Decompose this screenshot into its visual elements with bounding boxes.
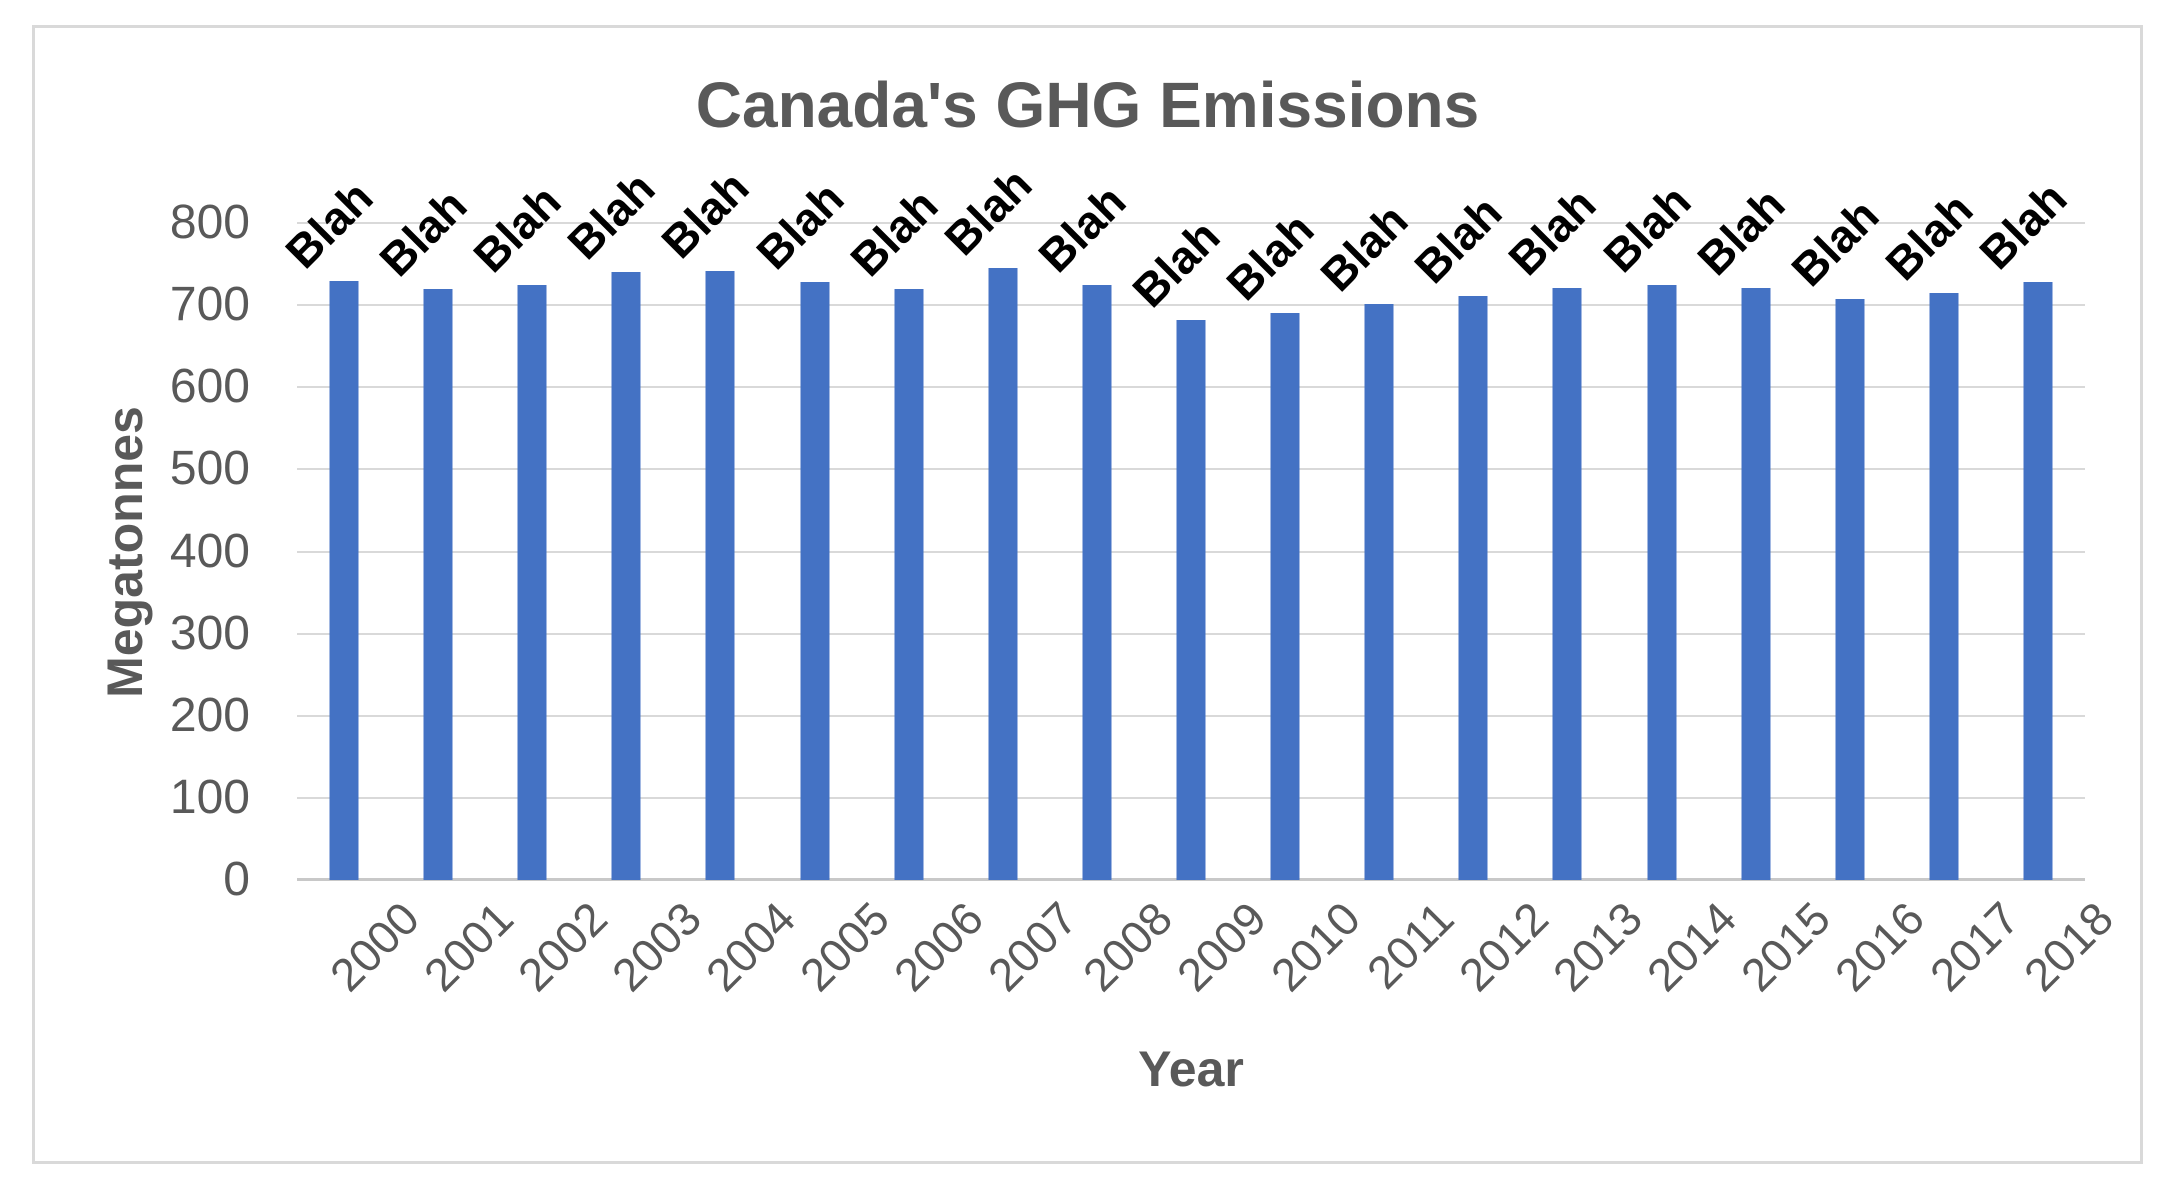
bar [1082,284,1112,880]
bar-slot: Blah 2008 [1028,174,1181,1001]
x-axis-tick-label: 2008 [1072,891,1182,1002]
bar [1552,287,1582,880]
bar [423,288,453,880]
x-axis-tick-label: 2015 [1731,891,1841,1002]
bar-data-label: Blah [651,160,760,268]
bar-slot: Blah 2011 [1311,193,1464,998]
gridline [297,304,2085,307]
plot-area: 0 100 200 300 400 500 600 700 800 Megatonnes Bla… [97,158,2123,1097]
x-axis-tick-label: 2009 [1166,891,1276,1002]
bar-slot: Blah 2003 [558,161,711,1001]
bar [894,288,924,880]
bar-slot: Blah 2007 [934,158,1087,1001]
bar-slot: Blah 2018 [1969,172,2122,1001]
bar-slot: Blah 2006 [840,179,993,1001]
x-axis-tick-label: 2016 [1825,891,1935,1002]
chart-frame: Canada's GHG Emissions 0 100 200 300 400 500 6… [32,25,2143,1164]
bar-data-label: Blah [557,161,665,269]
bar [611,271,641,880]
x-axis-tick-label: 2010 [1260,891,1370,1002]
bar [1176,319,1206,880]
x-axis-tick-label: 2001 [413,891,523,1002]
chart-title: Canada's GHG Emissions [695,69,1480,141]
bar [1741,287,1771,880]
bar-slot: Blah 2015 [1687,178,1840,1001]
bar-slot: Blah 2001 [370,179,523,1001]
x-axis-tick-label: 2011 [1357,891,1464,999]
y-tick-label: 500 [169,442,250,496]
bar-data-label: Blah [275,171,383,279]
bar [517,285,547,880]
bar [800,282,830,880]
x-axis-tick-label: 2007 [978,891,1088,1002]
bar-data-label: Blah [1310,193,1418,301]
bar-slot: Blah 2012 [1405,186,1558,1001]
y-tick-label: 800 [169,196,250,249]
x-axis-tick-label: 2002 [507,891,617,1002]
y-tick-label: 300 [169,606,250,660]
x-axis-tick-label: 2000 [319,891,429,1002]
bar [988,268,1018,880]
bars-container: Blah 2000 Blah 2001 Blah 2002 Blah 2003 … [275,158,2122,1001]
bar [329,281,359,880]
bar [1458,296,1488,880]
bar-slot: Blah 2010 [1216,203,1369,1001]
x-axis-tick-label: 2012 [1448,891,1559,1002]
y-tick-label: 400 [169,524,250,578]
y-tick-label: 200 [169,688,250,742]
y-tick-label: 100 [169,770,250,824]
x-axis-tick-label: 2014 [1637,891,1747,1002]
y-tick-label: 700 [169,278,250,332]
x-axis-tick-label: 2003 [601,891,712,1002]
y-tick-label: 0 [223,853,250,906]
bar [2023,282,2053,880]
x-axis-tick-label: 2013 [1542,891,1653,1002]
gridline [297,222,2085,224]
bar-slot: Blah 2000 [275,171,428,1001]
bar-slot: Blah 2009 [1122,210,1275,1001]
bar [1835,299,1865,880]
bar [705,270,735,880]
x-axis-tick-label: 2004 [695,891,806,1002]
y-tick-label: 600 [169,360,250,414]
bar [1929,292,1959,880]
x-axis-title: Year [1138,1041,1244,1097]
bar-slot: Blah 2013 [1499,178,1652,1001]
bar-slot: Blah 2014 [1593,174,1746,1001]
bar [1364,303,1394,880]
bar-slot: Blah 2017 [1875,183,2028,1001]
bar-slot: Blah 2002 [464,175,617,1001]
bar [1647,284,1677,880]
x-axis-tick-label: 2006 [884,891,994,1002]
x-axis-tick-label: 2005 [790,891,900,1002]
bar-slot: Blah 2005 [746,172,899,1001]
x-axis-tick-label: 2017 [1919,891,2029,1002]
y-axis-title: Megatonnes [97,405,153,698]
bar [1270,313,1300,880]
bar-slot: Blah 2016 [1781,189,1934,1001]
bar-slot: Blah 2004 [652,160,805,1001]
x-axis-tick-label: 2018 [2013,891,2123,1002]
